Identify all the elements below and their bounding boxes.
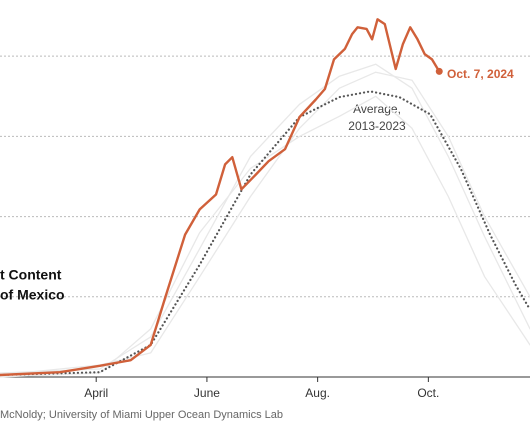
x-tick-label: April (84, 386, 108, 400)
average-label: Average, (353, 102, 401, 116)
x-tick-label: June (194, 386, 220, 400)
series-line (0, 63, 530, 374)
x-tick-label: Aug. (305, 386, 330, 400)
latest-label: Oct. 7, 2024 (447, 67, 514, 81)
series-line (0, 71, 530, 376)
title-line: of Mexico (0, 287, 65, 303)
average-label: 2013-2023 (348, 119, 406, 133)
x-tick-label: Oct. (417, 386, 439, 400)
title-line: t Content (0, 267, 62, 283)
series-line (0, 90, 530, 377)
series-line (0, 95, 530, 378)
series-line (0, 18, 441, 377)
latest-point (435, 67, 443, 75)
source: McNoldy; University of Miami Upper Ocean… (0, 409, 283, 421)
